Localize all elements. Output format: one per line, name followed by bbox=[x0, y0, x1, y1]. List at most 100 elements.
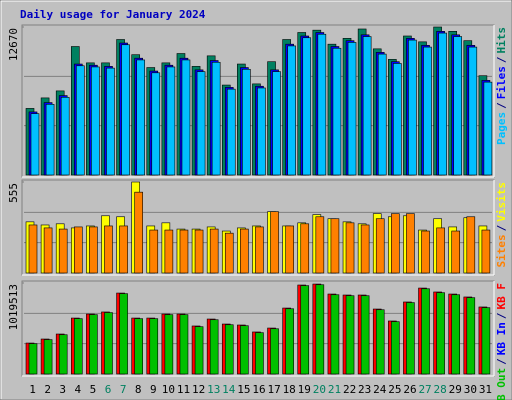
bar bbox=[73, 226, 83, 274]
bar bbox=[58, 228, 68, 274]
bar bbox=[164, 314, 174, 375]
bar bbox=[468, 46, 478, 176]
x-tick-label: 15 bbox=[237, 383, 250, 396]
bar bbox=[45, 104, 55, 176]
bar bbox=[421, 230, 430, 274]
bar bbox=[345, 295, 355, 375]
legend-entry: KB In bbox=[495, 322, 508, 355]
bar bbox=[28, 343, 38, 375]
bar bbox=[179, 314, 189, 375]
bar bbox=[423, 46, 432, 176]
x-tick-label: 12 bbox=[192, 383, 205, 396]
x-tick-label: 2 bbox=[44, 383, 51, 396]
bar bbox=[360, 295, 370, 375]
bar bbox=[285, 225, 294, 274]
bar bbox=[75, 65, 85, 176]
x-tick-label: 21 bbox=[328, 383, 341, 396]
legend: Sites / Visits bbox=[495, 182, 508, 268]
x-tick-label: 1 bbox=[29, 383, 36, 396]
legend: Pages / Files / Hits bbox=[495, 27, 508, 145]
bar bbox=[240, 325, 249, 375]
bar bbox=[377, 53, 387, 176]
bar bbox=[393, 63, 402, 176]
bar bbox=[330, 294, 340, 375]
bar bbox=[58, 334, 68, 375]
bar bbox=[89, 314, 98, 375]
x-tick-label: 17 bbox=[267, 383, 280, 396]
legend-entry: Visits bbox=[495, 182, 508, 222]
legend-separator: / bbox=[495, 312, 508, 319]
legend-separator: / bbox=[495, 56, 508, 63]
bar bbox=[30, 113, 40, 176]
x-tick-label: 14 bbox=[222, 383, 236, 396]
x-tick-label: 18 bbox=[283, 383, 296, 396]
bar bbox=[104, 312, 113, 375]
legend-entry: Pages bbox=[495, 112, 508, 145]
bar bbox=[257, 87, 266, 176]
bar bbox=[255, 332, 264, 375]
x-tick-label: 30 bbox=[464, 383, 477, 396]
bar bbox=[166, 66, 176, 176]
x-tick-label: 19 bbox=[298, 383, 311, 396]
legend: KB Out / KB In / KB F bbox=[495, 283, 508, 400]
bar bbox=[224, 232, 234, 274]
bar bbox=[270, 211, 279, 274]
bar bbox=[300, 285, 310, 375]
bar bbox=[406, 302, 415, 375]
bar bbox=[330, 218, 340, 274]
bar bbox=[226, 88, 236, 176]
y-tick-label: 555 bbox=[7, 183, 20, 203]
bar bbox=[362, 36, 372, 176]
x-tick-label: 22 bbox=[343, 383, 356, 396]
x-tick-label: 13 bbox=[207, 383, 220, 396]
x-tick-label: 8 bbox=[135, 383, 142, 396]
bar bbox=[136, 59, 145, 176]
bar bbox=[391, 213, 400, 274]
bar bbox=[315, 216, 325, 274]
bar bbox=[43, 339, 53, 375]
legend-separator: / bbox=[495, 358, 508, 365]
bar bbox=[438, 32, 447, 176]
bar bbox=[391, 321, 400, 375]
legend-entry: Sites bbox=[495, 234, 508, 267]
x-tick-label: 24 bbox=[373, 383, 387, 396]
bar bbox=[240, 228, 249, 274]
bar bbox=[347, 42, 357, 176]
bar bbox=[196, 71, 206, 176]
bar bbox=[242, 68, 251, 176]
bar bbox=[194, 229, 204, 274]
bar bbox=[483, 81, 493, 176]
bar bbox=[181, 59, 191, 176]
bar bbox=[285, 308, 294, 375]
bar bbox=[406, 213, 415, 274]
y-tick-label: 12670 bbox=[7, 28, 20, 61]
bar bbox=[209, 228, 219, 274]
bar bbox=[255, 226, 264, 274]
bar bbox=[360, 224, 370, 274]
bar bbox=[302, 37, 312, 176]
bar bbox=[317, 33, 327, 176]
bar bbox=[436, 227, 445, 274]
x-tick-label: 29 bbox=[449, 383, 462, 396]
x-tick-label: 10 bbox=[162, 383, 175, 396]
x-tick-label: 9 bbox=[150, 383, 157, 396]
x-tick-label: 23 bbox=[358, 383, 371, 396]
legend-entry: KB F bbox=[495, 283, 508, 310]
bar bbox=[375, 218, 385, 274]
bar bbox=[421, 288, 430, 375]
bar bbox=[194, 326, 204, 375]
bar bbox=[451, 230, 461, 274]
legend-separator: / bbox=[495, 224, 508, 231]
legend-entry: KB Out bbox=[495, 368, 508, 400]
bar bbox=[315, 284, 325, 375]
bar bbox=[43, 227, 53, 274]
bar bbox=[149, 318, 159, 375]
x-tick-label: 20 bbox=[313, 383, 326, 396]
x-tick-label: 31 bbox=[479, 383, 492, 396]
bar bbox=[104, 225, 113, 274]
bar bbox=[272, 71, 281, 176]
bar bbox=[89, 226, 98, 274]
bar bbox=[106, 67, 115, 176]
x-tick-label: 25 bbox=[388, 383, 401, 396]
